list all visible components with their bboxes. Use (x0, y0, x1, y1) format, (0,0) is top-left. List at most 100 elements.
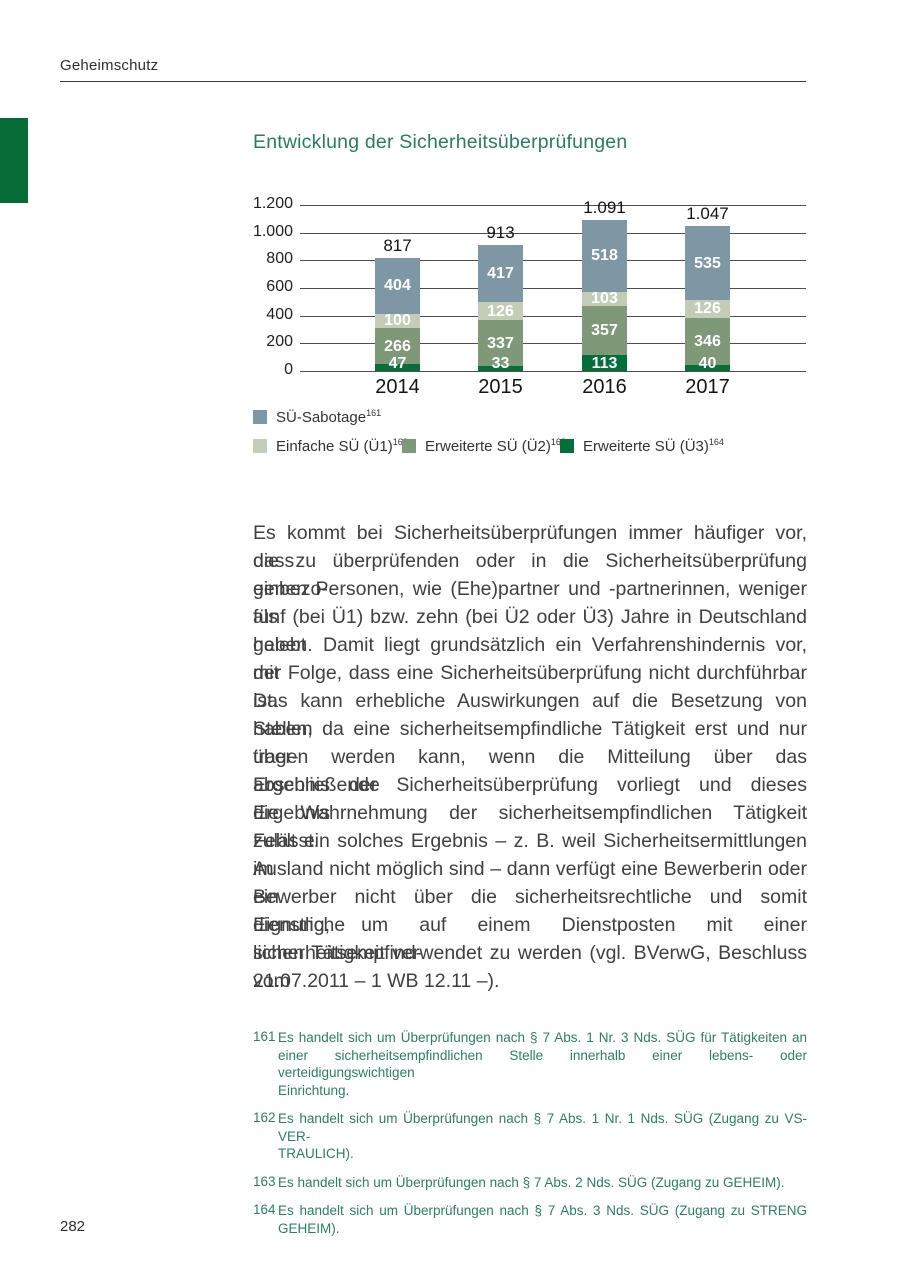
y-axis-tick-label: 1.000 (252, 222, 293, 240)
footnote: 162 Es handelt sich um Überprüfungen nach… (253, 1110, 807, 1163)
footnote-text-line: Einrichtung. (278, 1082, 350, 1098)
body-text-line: Fehlt ein solches Ergebnis – z. B. weil … (253, 830, 807, 880)
footnote-number: 164 (253, 1202, 276, 1217)
chart-title: Entwicklung der Sicherheitsüberprüfungen (253, 131, 628, 153)
legend-label: Einfache SÜ (Ü1)162 (276, 437, 408, 455)
footnote-text: Es handelt sich um Überprüfungen nach § … (278, 1202, 807, 1237)
bar-segment: 417 (478, 244, 523, 303)
running-header: Geheimschutz (60, 57, 159, 74)
footnote-text-line: einer sicherheitsempfindlichen Stelle in… (278, 1047, 807, 1081)
body-text-line: Eignung, um auf einem Dienstposten mit e… (253, 914, 807, 964)
bar-segment: 126 (685, 300, 730, 318)
body-text-line: lichen Tätigkeit verwendet zu werden (vg… (253, 942, 807, 992)
body-text-line: der Folge, dass eine Sicherheitsüberprüf… (253, 662, 807, 712)
legend-item: Einfache SÜ (Ü1)162 (253, 437, 408, 455)
bar-total-label: 817 (383, 235, 412, 255)
body-text-line: 21.07.2011 – 1 WB 12.11 –). (253, 970, 500, 992)
y-axis-tick-label: 0 (284, 361, 293, 378)
legend-row-2: Einfache SÜ (Ü1)162 Erweiterte SÜ (Ü2)163… (253, 437, 806, 457)
bar-segment: 100 (375, 312, 420, 330)
footnote-text-line: Es handelt sich um Überprüfungen nach § … (278, 1030, 807, 1045)
y-axis-tick-label: 1.200 (252, 195, 293, 212)
bar-2014: 404 100 266 47 (375, 257, 420, 371)
body-text-line: Ausland nicht möglich sind – dann verfüg… (253, 858, 807, 908)
gridline (300, 205, 806, 206)
bar-total-label: 1.091 (583, 198, 626, 218)
bar-segment: 103 (582, 290, 627, 308)
bar-segment: 47 (375, 355, 420, 371)
footnote: 161 Es handelt sich um Überprüfungen nach… (253, 1029, 807, 1099)
gridline (300, 288, 806, 289)
body-text-line: haben, da eine sicherheitsempfindliche T… (253, 718, 807, 768)
footnote-text: Es handelt sich um Überprüfungen nach § … (278, 1110, 807, 1163)
segment-value-label: 337 (487, 334, 514, 352)
legend-swatch-icon (253, 439, 267, 453)
legend-label: Erweiterte SÜ (Ü3)164 (583, 437, 724, 455)
legend-swatch-icon (402, 439, 416, 453)
bar-total-label: 1.047 (686, 204, 729, 224)
y-axis-tick-label: 600 (266, 278, 293, 295)
segment-value-label: 518 (591, 247, 618, 265)
segment-value-label: 404 (384, 277, 411, 295)
body-text-line: haben. Damit liegt grundsätzlich ein Ver… (253, 634, 807, 684)
legend-row-1: SÜ-Sabotage161 (253, 408, 806, 428)
bar-segment: 337 (478, 319, 523, 367)
segment-value-label: 126 (487, 302, 514, 320)
segment-value-label: 100 (384, 312, 411, 330)
body-text-line: Bewerber nicht über die sicherheitsrecht… (253, 886, 807, 936)
segment-value-label: 266 (384, 337, 411, 355)
footnote-reference: 164 (708, 437, 724, 447)
body-text-line: Ergebnis der Sicherheitsüberprüfung vorl… (253, 774, 807, 824)
gridline (300, 371, 806, 372)
body-text-line: tragen werden kann, wenn die Mitteilung … (253, 746, 807, 796)
footnote-text-line: Es handelt sich um Überprüfungen nach § … (278, 1203, 807, 1236)
segment-value-label: 126 (694, 300, 721, 318)
body-paragraph: Es kommt bei Sicherheitsüberprüfungen im… (253, 519, 807, 995)
chart-legend: SÜ-Sabotage161 Einfache SÜ (Ü1)162 Erweit… (253, 408, 806, 463)
footnote-text: Es handelt sich um Überprüfungen nach § … (278, 1029, 807, 1099)
bar-2016: 518 103 357 113 (582, 220, 627, 371)
legend-swatch-icon (253, 410, 267, 424)
page-number: 282 (60, 1218, 86, 1235)
bar-segment: 535 (685, 226, 730, 301)
bar-segment: 126 (478, 302, 523, 320)
footnote-number: 161 (253, 1029, 276, 1044)
segment-value-label: 113 (591, 354, 618, 372)
footnote-text-line: Es handelt sich um Überprüfungen nach § … (278, 1174, 785, 1190)
legend-swatch-icon (560, 439, 574, 453)
bar-2015: 417 126 337 33 (478, 244, 523, 372)
segment-value-label: 535 (694, 254, 721, 272)
legend-label: SÜ-Sabotage161 (276, 408, 382, 426)
bar-segment: 40 (685, 355, 730, 371)
segment-value-label: 357 (591, 322, 618, 340)
bar-segment: 266 (375, 327, 420, 365)
segment-value-label: 33 (491, 354, 510, 372)
footnotes-block: 161 Es handelt sich um Überprüfungen nach… (253, 1029, 807, 1248)
bar-segment: 357 (582, 305, 627, 356)
legend-item: Erweiterte SÜ (Ü2)163 (402, 437, 566, 455)
legend-item: Erweiterte SÜ (Ü3)164 (560, 437, 724, 455)
footnote: 164 Es handelt sich um Überprüfungen nach… (253, 1202, 807, 1237)
segment-value-label: 346 (694, 333, 721, 350)
body-text-line: Es kommt bei Sicherheitsüberprüfungen im… (253, 522, 807, 572)
footnote-reference: 161 (366, 408, 382, 418)
body-text-line: genen Personen, wie (Ehe)partner und -pa… (253, 578, 807, 628)
body-text-line: Das kann erhebliche Auswirkungen auf die… (253, 690, 807, 740)
gridline (300, 343, 806, 345)
segment-value-label: 417 (487, 265, 514, 283)
x-axis-category-label: 2016 (582, 376, 627, 398)
body-text-line: die Wahrnehmung der sicherheitsempfindli… (253, 802, 807, 852)
chapter-margin-marker (0, 118, 28, 203)
bar-segment: 404 (375, 257, 420, 314)
footnote-text-line: TRAULICH). (278, 1146, 354, 1161)
y-axis-tick-label: 400 (266, 305, 293, 323)
footnote-text: Es handelt sich um Überprüfungen nach § … (278, 1174, 807, 1192)
body-text-line: die zu überprüfenden oder in die Sicherh… (253, 550, 807, 600)
legend-label: Erweiterte SÜ (Ü2)163 (425, 437, 566, 455)
gridline (300, 315, 806, 317)
gridline (300, 232, 806, 234)
gridline (300, 260, 806, 262)
footnote: 163 Es handelt sich um Überprüfungen nach… (253, 1174, 807, 1192)
y-axis-tick-label: 800 (266, 250, 293, 268)
segment-value-label: 103 (591, 290, 618, 308)
